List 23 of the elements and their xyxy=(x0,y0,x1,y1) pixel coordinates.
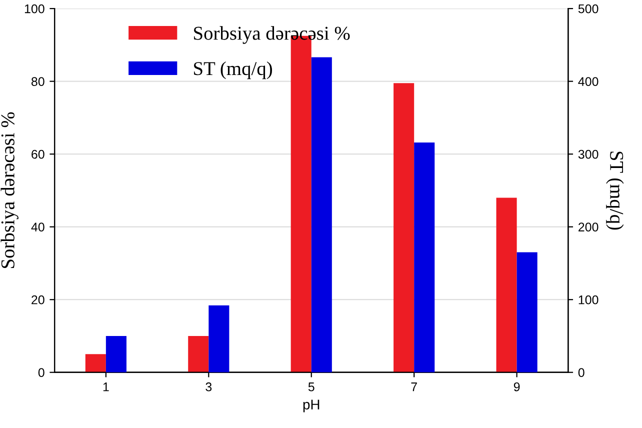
x-tick-label: 9 xyxy=(514,382,520,392)
y2-tick-label: 400 xyxy=(578,77,598,86)
y-tick-label: 40 xyxy=(31,222,44,232)
y2-tick-label: 0 xyxy=(578,368,584,378)
x-axis-title: pH xyxy=(303,400,320,412)
y-tick-label: 20 xyxy=(32,295,44,304)
y-tick-label: 80 xyxy=(31,77,44,86)
y2-tick-label: 200 xyxy=(578,222,598,232)
y-tick-label: 60 xyxy=(32,150,44,159)
legend-label: Sorbsiya dərəcəsi % xyxy=(194,26,350,44)
x-tick-label: 3 xyxy=(206,382,212,392)
y2-tick-label: 300 xyxy=(578,150,598,159)
x-tick-label: 1 xyxy=(103,382,109,392)
x-tick-label: 7 xyxy=(411,382,417,392)
y2-tick-label: 100 xyxy=(578,295,598,304)
legend-label: ST (mq/q) xyxy=(194,61,272,80)
y2-tick-label: 500 xyxy=(578,4,598,14)
y-tick-label: 100 xyxy=(24,4,44,14)
y-tick-label: 0 xyxy=(38,368,44,378)
bar xyxy=(106,336,126,372)
y2-axis-title: ST (mq/q) xyxy=(606,152,624,230)
x-tick-label: 5 xyxy=(308,382,314,392)
y-axis-title: Sorbsiya dərəcəsi % xyxy=(0,112,18,268)
